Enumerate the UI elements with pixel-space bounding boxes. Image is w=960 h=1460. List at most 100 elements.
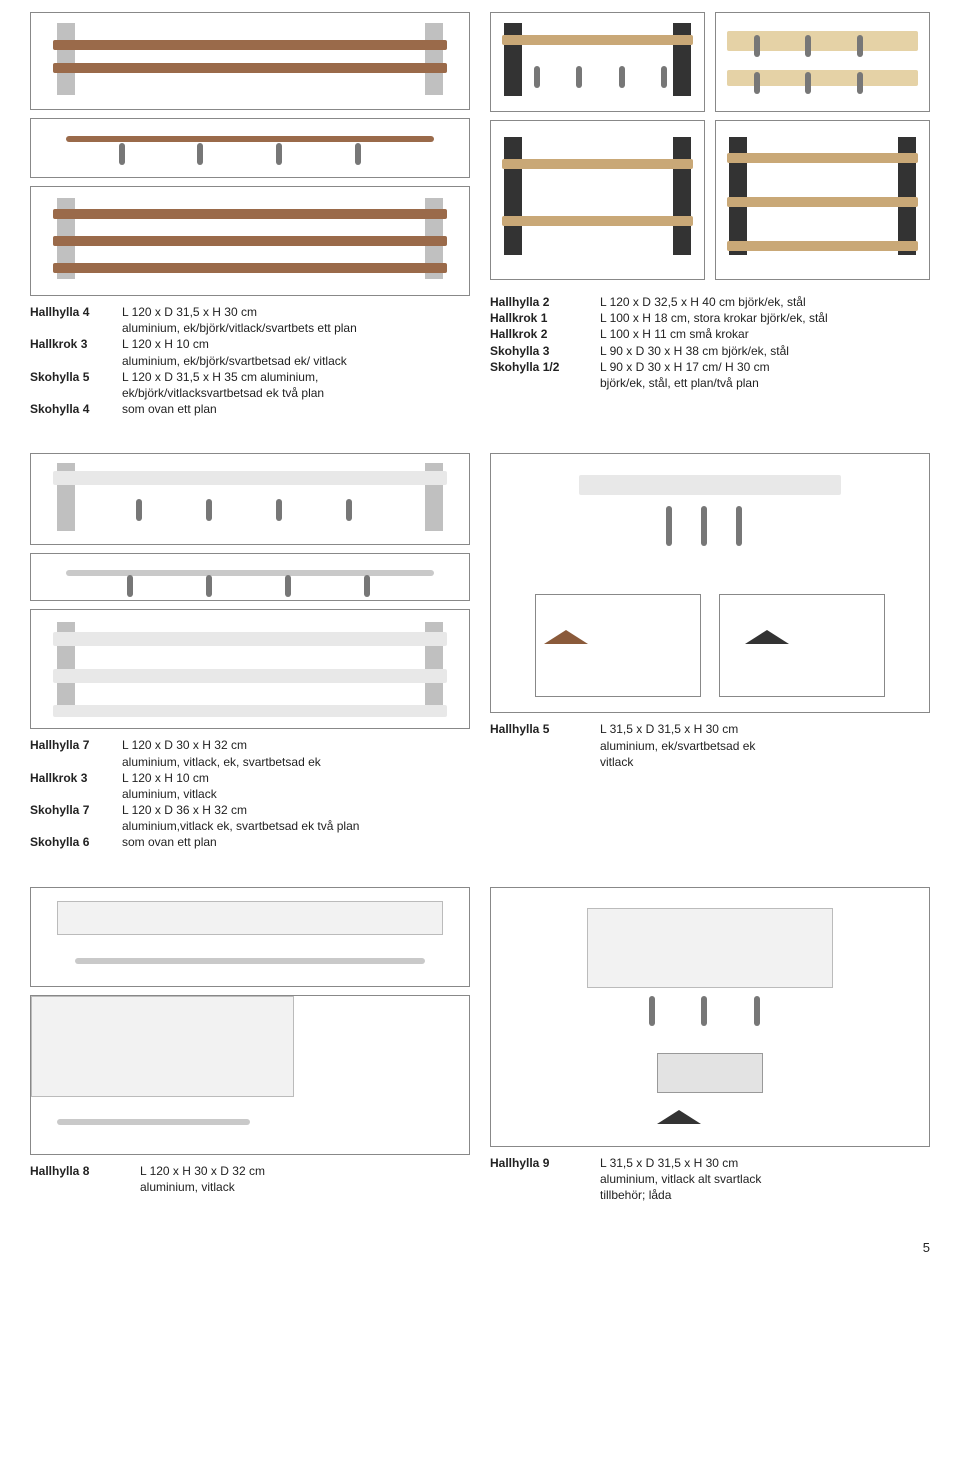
spec-line: aluminium, vitlack alt svartlack <box>490 1171 930 1187</box>
spec-text: aluminium, vitlack <box>122 786 470 802</box>
spec-label <box>490 1187 600 1203</box>
spec-label <box>490 738 600 754</box>
product-image <box>30 453 470 545</box>
spec-text: som ovan ett plan <box>122 834 470 850</box>
product-image <box>30 887 470 987</box>
spec-text: aluminium, vitlack, ek, svartbetsad ek <box>122 754 470 770</box>
spec-line: Skohylla 6som ovan ett plan <box>30 834 470 850</box>
spec-line: Skohylla 7L 120 x D 36 x H 32 cm <box>30 802 470 818</box>
spec-list: Hallhylla 7L 120 x D 30 x H 32 cm alumin… <box>30 737 470 850</box>
spec-text: L 120 x H 30 x D 32 cm <box>140 1163 470 1179</box>
spec-line: aluminium,vitlack ek, svartbetsad ek två… <box>30 818 470 834</box>
spec-text: L 90 x D 30 x H 17 cm/ H 30 cm <box>600 359 930 375</box>
spec-label <box>490 375 600 391</box>
spec-list: Hallhylla 5L 31,5 x D 31,5 x H 30 cm alu… <box>490 721 930 770</box>
section-1: Hallhylla 4L 120 x D 31,5 x H 30 cm alum… <box>30 12 930 417</box>
section-1-left: Hallhylla 4L 120 x D 31,5 x H 30 cm alum… <box>30 12 470 417</box>
spec-line: Hallkrok 1L 100 x H 18 cm, stora krokar … <box>490 310 930 326</box>
spec-text: L 31,5 x D 31,5 x H 30 cm <box>600 721 930 737</box>
spec-label <box>30 754 122 770</box>
spec-text: L 90 x D 30 x H 38 cm björk/ek, stål <box>600 343 930 359</box>
spec-label <box>30 1179 140 1195</box>
spec-list: Hallhylla 4L 120 x D 31,5 x H 30 cm alum… <box>30 304 470 417</box>
spec-list: Hallhylla 8L 120 x H 30 x D 32 cm alumin… <box>30 1163 470 1195</box>
spec-text: ek/björk/vitlacksvartbetsad ek två plan <box>122 385 470 401</box>
spec-line: Hallhylla 9L 31,5 x D 31,5 x H 30 cm <box>490 1155 930 1171</box>
spec-label <box>30 786 122 802</box>
spec-list: Hallhylla 9L 31,5 x D 31,5 x H 30 cm alu… <box>490 1155 930 1204</box>
product-image <box>30 609 470 729</box>
spec-text: aluminium,vitlack ek, svartbetsad ek två… <box>122 818 470 834</box>
spec-text: L 31,5 x D 31,5 x H 30 cm <box>600 1155 930 1171</box>
product-image <box>30 186 470 296</box>
spec-line: ek/björk/vitlacksvartbetsad ek två plan <box>30 385 470 401</box>
spec-text: L 100 x H 18 cm, stora krokar björk/ek, … <box>600 310 930 326</box>
catalog-page: Hallhylla 4L 120 x D 31,5 x H 30 cm alum… <box>30 12 930 1257</box>
spec-list: Hallhylla 2L 120 x D 32,5 x H 40 cm björ… <box>490 294 930 391</box>
page-number: 5 <box>30 1239 930 1257</box>
spec-text: björk/ek, stål, ett plan/två plan <box>600 375 930 391</box>
spec-line: Hallkrok 2L 100 x H 11 cm små krokar <box>490 326 930 342</box>
spec-label: Skohylla 5 <box>30 369 122 385</box>
section-2: Hallhylla 7L 120 x D 30 x H 32 cm alumin… <box>30 453 930 850</box>
spec-text: L 120 x D 30 x H 32 cm <box>122 737 470 753</box>
spec-label: Skohylla 7 <box>30 802 122 818</box>
spec-label: Skohylla 4 <box>30 401 122 417</box>
spec-label: Hallhylla 9 <box>490 1155 600 1171</box>
spec-label <box>490 754 600 770</box>
spec-label: Hallkrok 3 <box>30 770 122 786</box>
spec-line: aluminium, vitlack, ek, svartbetsad ek <box>30 754 470 770</box>
spec-text: L 100 x H 11 cm små krokar <box>600 326 930 342</box>
spec-label: Skohylla 1/2 <box>490 359 600 375</box>
product-image <box>490 453 930 713</box>
spec-line: Skohylla 4som ovan ett plan <box>30 401 470 417</box>
section-1-right: Hallhylla 2L 120 x D 32,5 x H 40 cm björ… <box>490 12 930 417</box>
spec-label: Hallhylla 5 <box>490 721 600 737</box>
spec-text: aluminium, ek/björk/vitlack/svartbets et… <box>122 320 470 336</box>
spec-label: Hallhylla 8 <box>30 1163 140 1179</box>
spec-label <box>30 320 122 336</box>
spec-text: L 120 x D 31,5 x H 30 cm <box>122 304 470 320</box>
spec-line: Hallhylla 5L 31,5 x D 31,5 x H 30 cm <box>490 721 930 737</box>
spec-line: Hallhylla 8L 120 x H 30 x D 32 cm <box>30 1163 470 1179</box>
spec-text: L 120 x H 10 cm <box>122 770 470 786</box>
section-2-left: Hallhylla 7L 120 x D 30 x H 32 cm alumin… <box>30 453 470 850</box>
spec-label: Skohylla 3 <box>490 343 600 359</box>
spec-text: aluminium, vitlack alt svartlack <box>600 1171 930 1187</box>
spec-line: vitlack <box>490 754 930 770</box>
spec-line: Hallhylla 4L 120 x D 31,5 x H 30 cm <box>30 304 470 320</box>
product-image <box>30 995 470 1155</box>
spec-label: Hallhylla 7 <box>30 737 122 753</box>
spec-text: L 120 x H 10 cm <box>122 336 470 352</box>
product-image <box>490 12 705 112</box>
spec-label <box>30 385 122 401</box>
spec-line: aluminium, ek/björk/vitlack/svartbets et… <box>30 320 470 336</box>
spec-line: Hallhylla 7L 120 x D 30 x H 32 cm <box>30 737 470 753</box>
spec-text: vitlack <box>600 754 930 770</box>
spec-text: aluminium, vitlack <box>140 1179 470 1195</box>
spec-line: Skohylla 3L 90 x D 30 x H 38 cm björk/ek… <box>490 343 930 359</box>
section-3-left: Hallhylla 8L 120 x H 30 x D 32 cm alumin… <box>30 887 470 1204</box>
section-3: Hallhylla 8L 120 x H 30 x D 32 cm alumin… <box>30 887 930 1204</box>
product-image <box>30 118 470 178</box>
spec-line: Skohylla 5L 120 x D 31,5 x H 35 cm alumi… <box>30 369 470 385</box>
spec-text: L 120 x D 32,5 x H 40 cm björk/ek, stål <box>600 294 930 310</box>
spec-label: Hallkrok 3 <box>30 336 122 352</box>
spec-label <box>490 1171 600 1187</box>
spec-line: aluminium, ek/svartbetsad ek <box>490 738 930 754</box>
spec-text: aluminium, ek/björk/svartbetsad ek/ vitl… <box>122 353 470 369</box>
spec-label: Hallkrok 1 <box>490 310 600 326</box>
spec-line: Skohylla 1/2L 90 x D 30 x H 17 cm/ H 30 … <box>490 359 930 375</box>
spec-text: L 120 x D 36 x H 32 cm <box>122 802 470 818</box>
product-image <box>715 12 930 112</box>
spec-text: tillbehör; låda <box>600 1187 930 1203</box>
product-image <box>715 120 930 280</box>
spec-label <box>30 353 122 369</box>
spec-label <box>30 818 122 834</box>
spec-label: Hallhylla 2 <box>490 294 600 310</box>
section-3-right: Hallhylla 9L 31,5 x D 31,5 x H 30 cm alu… <box>490 887 930 1204</box>
product-image <box>30 12 470 110</box>
product-image <box>490 120 705 280</box>
spec-line: björk/ek, stål, ett plan/två plan <box>490 375 930 391</box>
spec-label: Hallkrok 2 <box>490 326 600 342</box>
